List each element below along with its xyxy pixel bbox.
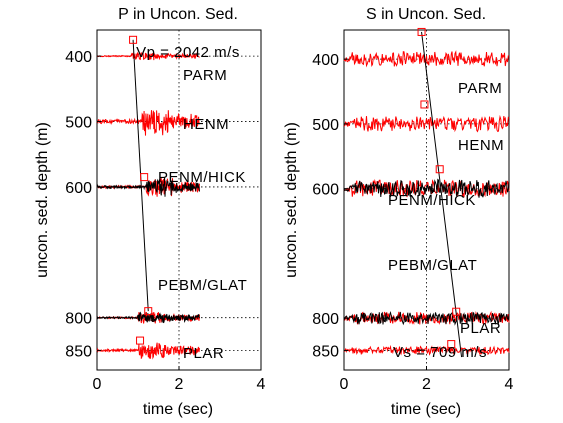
s-velocity-line (421, 31, 463, 358)
s-pick-marker (452, 307, 461, 316)
p-y-tick-label: 600 (65, 180, 92, 197)
s-y-tick-label: 400 (312, 52, 339, 69)
s-x-ticks: 0 2 4 (340, 366, 514, 393)
p-pick-marker (136, 336, 145, 345)
p-grid (97, 30, 261, 370)
p-pick-marker (129, 35, 138, 44)
s-y-ticks: 400 500 600 800 850 (312, 52, 348, 361)
p-y-tick-label: 850 (65, 343, 92, 360)
p-y-axis-label: uncon. sed. depth (m) (34, 122, 51, 278)
s-picks (417, 27, 463, 358)
p-station-label-henm: HENM (183, 116, 229, 133)
p-y-ticks: 400 500 600 800 850 (65, 49, 101, 360)
p-station-labels: PARM HENM PENM/HICK PEBM/GLAT PLAR (158, 67, 247, 362)
p-x-ticks: 0 2 4 (93, 366, 266, 393)
p-trace-plar-red (96, 342, 200, 360)
s-pick-marker (417, 27, 426, 36)
s-station-label-henm: HENM (458, 137, 504, 154)
s-trace-henm-red (343, 114, 510, 133)
s-wave-panel: S in Uncon. Sed. 0 2 4 400 500 600 800 850 PAR… (283, 6, 514, 418)
p-x-tick-label: 4 (257, 376, 266, 393)
p-trace-henm-red (96, 110, 200, 136)
s-station-labels: PARM HENM PENM/HICK PEBM/GLAT PLAR (388, 80, 504, 337)
s-station-label-plar: PLAR (460, 320, 501, 337)
s-y-tick-label: 600 (312, 182, 339, 199)
p-wave-panel: P in Uncon. Sed. 0 2 4 400 500 600 800 850 PAR… (34, 6, 266, 418)
s-y-tick-label: 500 (312, 117, 339, 134)
s-station-label-pebm-glat: PEBM/GLAT (388, 257, 477, 274)
p-trace-parm-red (97, 51, 200, 61)
p-pick-marker (144, 307, 153, 316)
p-x-tick-label: 0 (93, 376, 102, 393)
s-velocity-annotation: Vs = 709 m/s (393, 344, 487, 361)
p-velocity-annotation: Vp = 2042 m/s (136, 44, 240, 61)
p-x-tick-label: 2 (175, 376, 184, 393)
s-x-tick-label: 0 (340, 376, 349, 393)
p-traces (96, 51, 200, 360)
s-x-axis-label: time (sec) (391, 401, 461, 418)
s-trace-parm-red (343, 50, 509, 68)
p-station-label-plar: PLAR (183, 345, 224, 362)
s-y-axis-label: uncon. sed. depth (m) (283, 122, 300, 278)
p-y-tick-label: 500 (65, 115, 92, 132)
s-panel-title: S in Uncon. Sed. (366, 6, 486, 23)
p-picks (129, 35, 153, 345)
s-y-tick-label: 800 (312, 311, 339, 328)
s-traces (343, 50, 510, 356)
p-pick-marker (140, 173, 149, 182)
s-pick-marker (435, 165, 444, 174)
s-y-tick-label: 850 (312, 344, 339, 361)
p-trace-penm-hick-black (96, 177, 200, 197)
p-y-tick-label: 800 (65, 311, 92, 328)
s-station-label-parm: PARM (458, 80, 502, 97)
p-station-label-pebm-glat: PEBM/GLAT (158, 277, 247, 294)
p-station-label-parm: PARM (183, 67, 227, 84)
s-trace-pebm-glat-black (343, 310, 510, 326)
p-y-tick-label: 400 (65, 49, 92, 66)
s-pick-marker (447, 340, 456, 349)
p-station-label-penm-hick: PENM/HICK (158, 169, 246, 186)
p-x-axis-label: time (sec) (143, 401, 213, 418)
s-station-label-penm-hick: PENM/HICK (388, 192, 476, 209)
s-x-tick-label: 4 (505, 376, 514, 393)
p-panel-title: P in Uncon. Sed. (118, 6, 238, 23)
s-pick-marker (420, 100, 429, 109)
p-trace-pebm-glat-black (96, 311, 200, 324)
s-x-tick-label: 2 (422, 376, 431, 393)
s-trace-penm-hick-black (343, 178, 510, 198)
s-trace-plar-red (343, 344, 510, 356)
